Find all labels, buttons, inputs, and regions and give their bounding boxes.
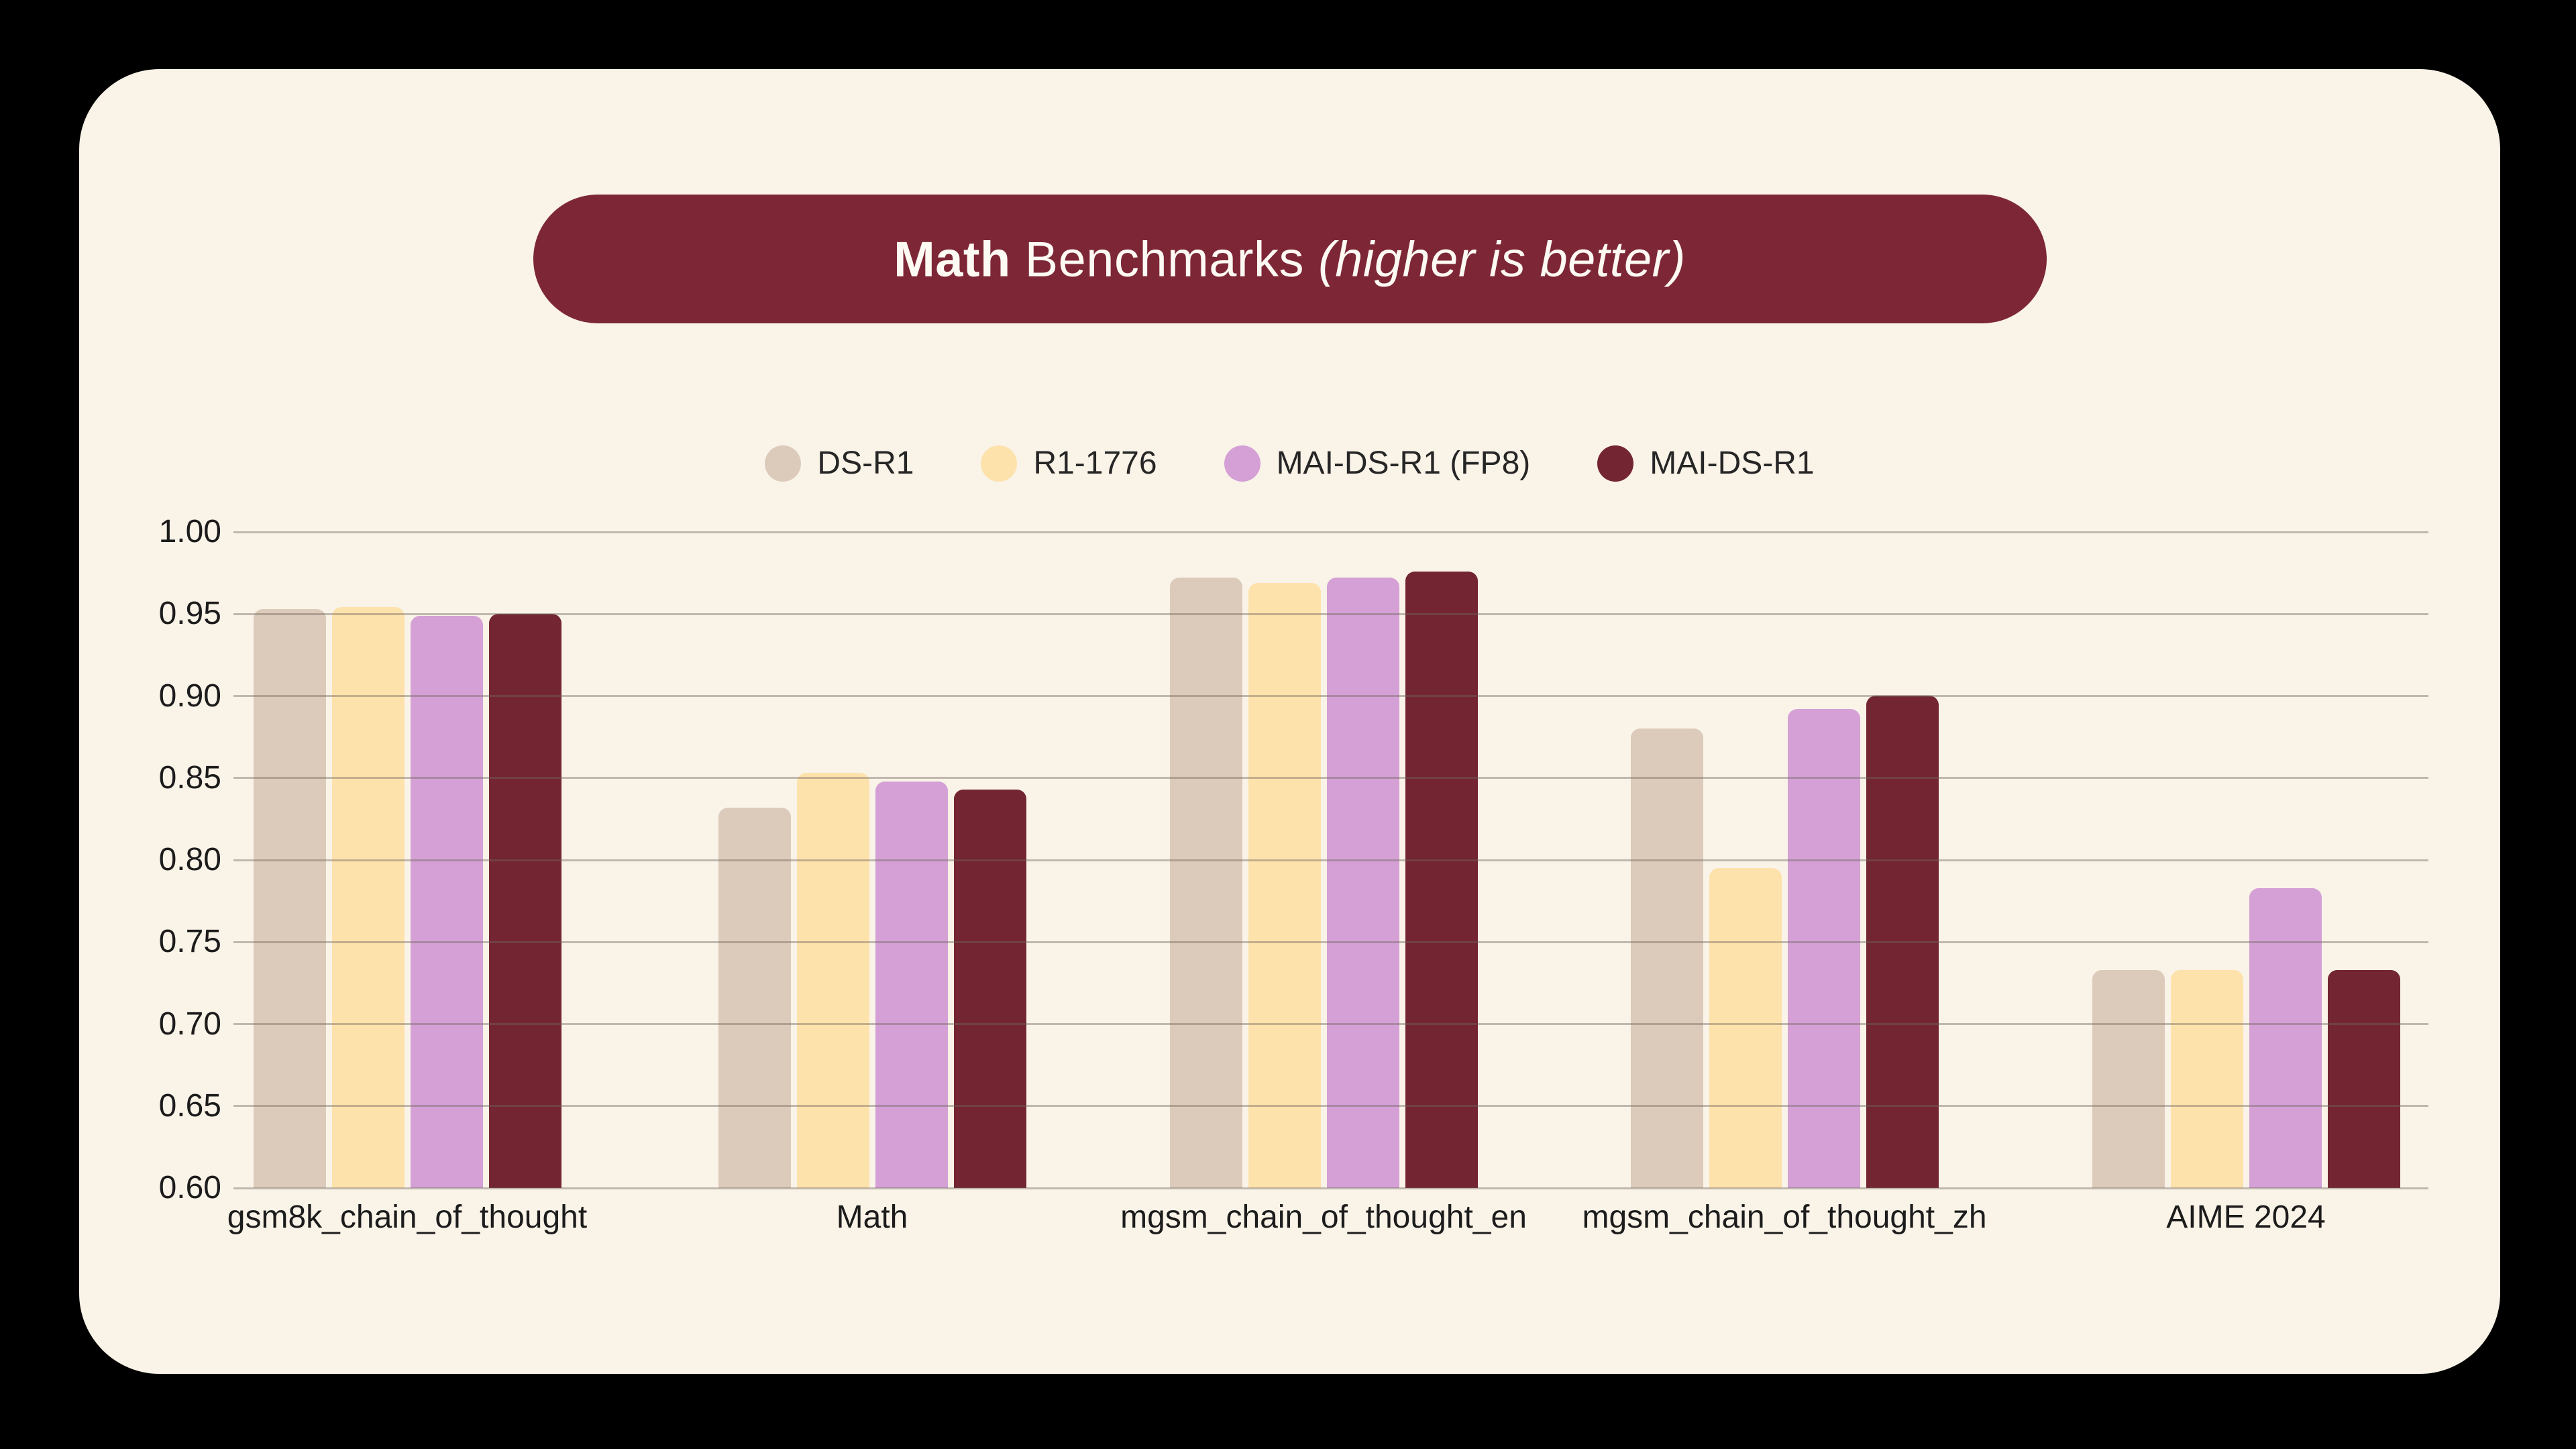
legend-swatch-icon <box>1597 445 1634 482</box>
gridline <box>233 612 2428 615</box>
plot-area <box>233 531 2428 1189</box>
legend-swatch-icon <box>981 445 1018 482</box>
gridline <box>233 859 2428 861</box>
bar-group <box>718 773 1026 1188</box>
x-category-label: mgsm_chain_of_thought_zh <box>1582 1199 1987 1235</box>
bar-ds-r1 <box>2092 970 2165 1188</box>
bar-group <box>1169 572 1478 1188</box>
y-axis: 1.00 0.95 0.90 0.85 0.80 0.75 0.70 0.65 0.60 <box>79 514 221 1205</box>
bar-group <box>1630 696 1939 1188</box>
legend-swatch-icon <box>1224 445 1260 482</box>
bar-mai-ds-r1-fp8- <box>2249 888 2322 1188</box>
bar-mai-ds-r1 <box>953 790 1026 1188</box>
legend-label: DS-R1 <box>817 445 914 481</box>
bar-ds-r1 <box>718 808 791 1188</box>
y-tick-label: 0.70 <box>158 1006 221 1042</box>
x-category-label: mgsm_chain_of_thought_en <box>1120 1199 1527 1235</box>
gridline <box>233 695 2428 697</box>
legend-item: DS-R1 <box>765 445 914 482</box>
legend-item: MAI-DS-R1 <box>1597 445 1815 482</box>
x-category-label: Math <box>836 1199 908 1235</box>
gridline <box>233 941 2428 943</box>
y-tick-label: 0.75 <box>158 924 221 960</box>
bar-group <box>253 607 561 1188</box>
bar-ds-r1 <box>1169 578 1242 1188</box>
x-axis: gsm8k_chain_of_thought Math mgsm_chain_of_… <box>227 1199 2428 1239</box>
bar-mai-ds-r1-fp8- <box>1787 709 1860 1188</box>
y-tick-label: 0.90 <box>158 678 221 714</box>
bar-mai-ds-r1-fp8- <box>1326 578 1399 1188</box>
title-regular: Benchmarks <box>1010 231 1319 287</box>
legend-label: MAI-DS-R1 <box>1650 445 1815 481</box>
legend-item: R1-1776 <box>981 445 1157 482</box>
bar-r1-1776 <box>1709 868 1782 1188</box>
bar-mai-ds-r1 <box>488 614 561 1188</box>
y-tick-label: 1.00 <box>158 514 221 549</box>
gridline <box>233 531 2428 533</box>
bar-mai-ds-r1 <box>1405 572 1478 1188</box>
legend-swatch-icon <box>765 445 802 482</box>
y-tick-label: 0.60 <box>158 1170 221 1205</box>
gridline <box>233 1187 2428 1189</box>
bar-ds-r1 <box>1630 729 1703 1188</box>
bar-r1-1776 <box>2170 970 2243 1188</box>
bar-ds-r1 <box>253 609 326 1188</box>
y-tick-label: 0.65 <box>158 1087 221 1124</box>
bar-group <box>2092 888 2400 1188</box>
y-tick-label: 0.80 <box>158 842 221 877</box>
gridline <box>233 1023 2428 1025</box>
bar-r1-1776 <box>1248 583 1321 1188</box>
bar-mai-ds-r1-fp8- <box>410 616 483 1188</box>
bar-mai-ds-r1 <box>2327 970 2400 1188</box>
title-italic: (higher is better) <box>1318 231 1686 287</box>
bar-r1-1776 <box>796 773 869 1188</box>
title-pill: Math Benchmarks (higher is better) <box>533 195 2047 323</box>
x-category-label: AIME 2024 <box>2166 1199 2326 1235</box>
chart-card: Math Benchmarks (higher is better) DS-R1… <box>79 69 2500 1374</box>
gridline <box>233 777 2428 780</box>
legend-label: R1-1776 <box>1033 445 1157 481</box>
gridline <box>233 1105 2428 1108</box>
legend-item: MAI-DS-R1 (FP8) <box>1224 445 1531 482</box>
title-bold: Math <box>894 231 1011 287</box>
y-tick-label: 0.95 <box>158 596 221 632</box>
legend: DS-R1 R1-1776 MAI-DS-R1 (FP8) MAI-DS-R1 <box>79 445 2500 482</box>
legend-label: MAI-DS-R1 (FP8) <box>1276 445 1531 481</box>
bar-mai-ds-r1-fp8- <box>875 782 948 1188</box>
x-category-label: gsm8k_chain_of_thought <box>227 1199 588 1235</box>
y-tick-label: 0.85 <box>158 759 221 796</box>
bar-r1-1776 <box>331 607 405 1188</box>
bar-mai-ds-r1 <box>1866 696 1939 1188</box>
